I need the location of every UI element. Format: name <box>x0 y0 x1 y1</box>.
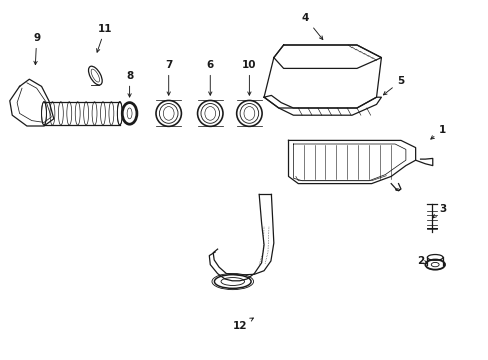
Text: 11: 11 <box>97 24 112 52</box>
Text: 8: 8 <box>126 71 133 97</box>
Text: 2: 2 <box>416 256 427 266</box>
Text: 5: 5 <box>383 76 404 95</box>
Text: 7: 7 <box>164 60 172 95</box>
Text: 9: 9 <box>33 33 40 64</box>
Text: 1: 1 <box>430 125 445 139</box>
Text: 6: 6 <box>206 60 213 95</box>
Text: 10: 10 <box>242 60 256 95</box>
Text: 3: 3 <box>432 204 445 218</box>
Text: 4: 4 <box>301 13 322 40</box>
Text: 12: 12 <box>232 318 253 331</box>
